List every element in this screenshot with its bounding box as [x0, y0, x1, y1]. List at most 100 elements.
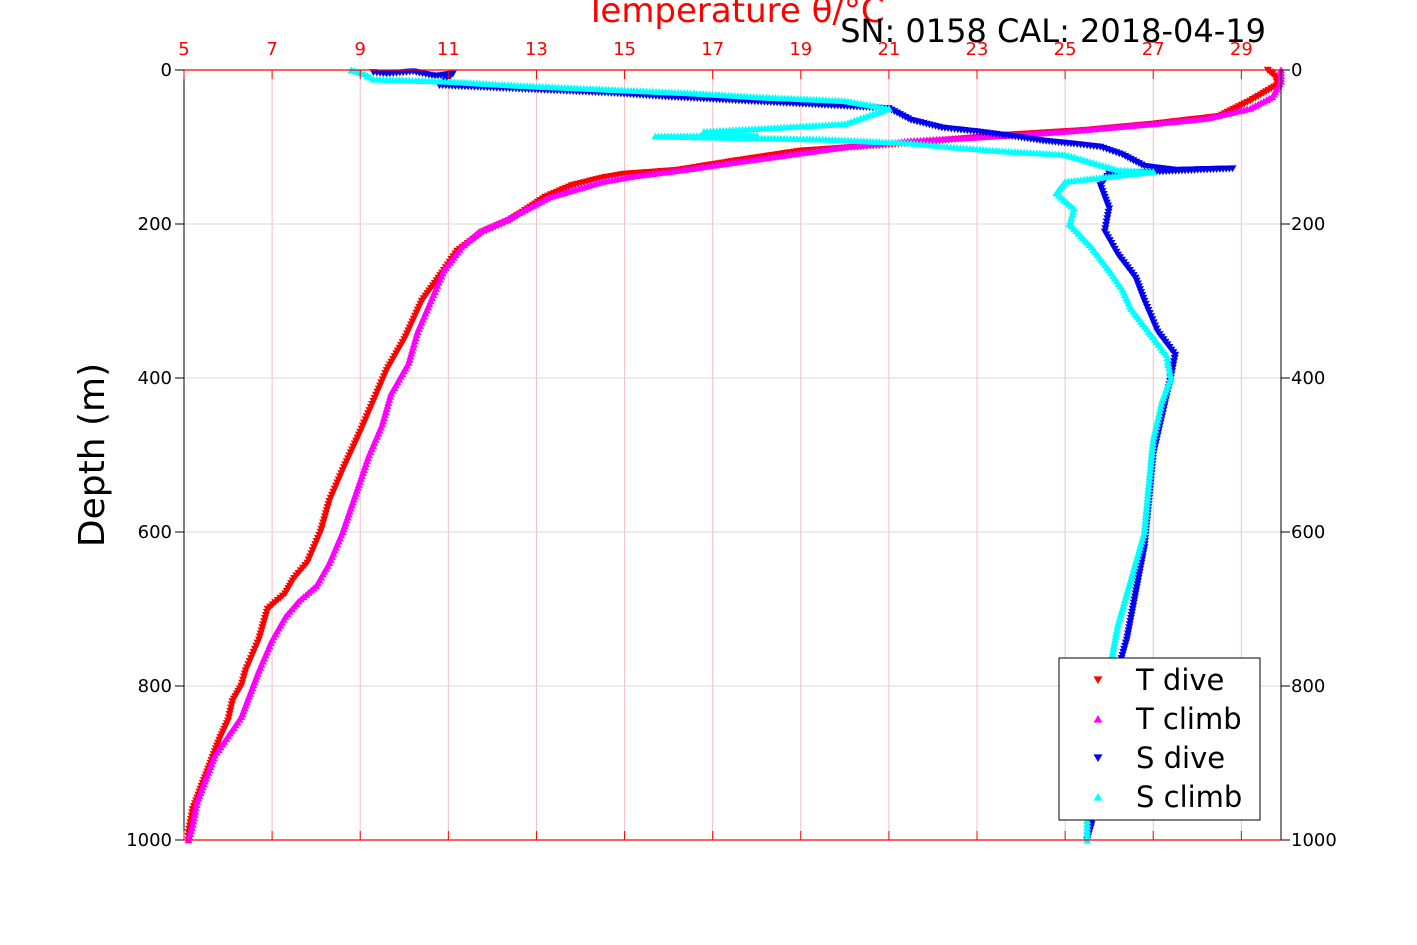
x-tick-label: 13	[525, 39, 548, 60]
legend-label: T dive	[1135, 663, 1224, 697]
data-point	[193, 797, 202, 805]
data-point	[1149, 432, 1158, 440]
data-point	[1143, 491, 1152, 499]
data-point	[1112, 630, 1121, 637]
y-tick-label-right: 0	[1291, 60, 1302, 81]
data-point	[1155, 407, 1164, 414]
data-point	[1163, 354, 1172, 362]
y-tick-label-left: 1000	[126, 830, 172, 851]
data-series	[184, 66, 1285, 844]
y-tick-label-right: 400	[1291, 368, 1325, 389]
data-point	[190, 814, 199, 822]
x-tick-label: 21	[877, 39, 900, 60]
data-point	[1165, 367, 1174, 375]
data-point	[1141, 519, 1150, 526]
y-tick-label-left: 600	[138, 522, 172, 543]
y-axis-label: Depth (m)	[72, 363, 113, 547]
y-tick-label-right: 200	[1291, 214, 1325, 235]
data-point	[1145, 476, 1154, 483]
x-tick-label: 17	[701, 39, 724, 60]
axes: 5 7 9 11 13 15 17 19 21 23 25 27 29 0 0 200 200 400 400 600…	[126, 39, 1337, 851]
data-point	[1146, 466, 1155, 474]
data-point	[189, 817, 198, 825]
data-point	[1145, 472, 1154, 480]
chart-subtitle: SN: 0158 CAL: 2018-04-19	[840, 12, 1266, 50]
data-point	[1109, 642, 1118, 650]
legend-marker	[1093, 676, 1103, 685]
data-point	[1148, 439, 1157, 446]
data-point	[1157, 400, 1166, 408]
y-tick-label-right: 600	[1291, 522, 1325, 543]
data-point	[1154, 413, 1163, 421]
data-point	[1152, 423, 1161, 430]
data-point	[1111, 636, 1120, 643]
data-point	[1146, 460, 1155, 468]
data-point	[1142, 503, 1151, 511]
data-point	[1163, 357, 1172, 365]
data-point	[1164, 364, 1173, 372]
data-point	[1140, 525, 1149, 533]
data-point	[1147, 457, 1156, 465]
x-tick-label: 11	[437, 39, 460, 60]
data-point	[1158, 397, 1167, 405]
x-tick-label: 15	[613, 39, 636, 60]
data-point	[1141, 522, 1150, 530]
legend-label: S dive	[1136, 741, 1225, 775]
data-point	[1144, 485, 1153, 493]
data-point	[1150, 429, 1159, 437]
legend: T dive T climb S dive S climb	[1058, 657, 1261, 821]
y-tick-label-left: 200	[138, 214, 172, 235]
x-tick-label: 23	[966, 39, 989, 60]
data-point	[1148, 448, 1157, 456]
y-tick-label-right: 800	[1291, 676, 1325, 697]
x-tick-label: 9	[354, 39, 365, 60]
data-point	[1108, 648, 1117, 656]
y-tick-label-right: 1000	[1291, 830, 1337, 851]
legend-box	[1058, 657, 1261, 821]
data-point	[1155, 410, 1164, 418]
y-tick-label-left: 800	[138, 676, 172, 697]
data-point	[1272, 74, 1281, 82]
x-tick-label: 7	[266, 39, 277, 60]
data-point	[191, 807, 200, 815]
data-point	[1164, 361, 1173, 368]
y-tick-label-left: 400	[138, 368, 172, 389]
x-tick-label: 29	[1230, 39, 1253, 60]
data-point	[1145, 479, 1154, 486]
data-point	[1146, 463, 1155, 471]
data-point	[1143, 494, 1152, 502]
data-point	[1156, 403, 1165, 411]
data-point	[1143, 497, 1152, 505]
data-point	[1143, 500, 1152, 508]
data-point	[1149, 436, 1158, 443]
data-point	[1162, 351, 1171, 359]
data-point	[1147, 454, 1156, 462]
data-point	[1109, 645, 1118, 653]
data-point	[1153, 416, 1162, 424]
legend-marker	[1093, 792, 1103, 801]
legend-label: T climb	[1135, 702, 1242, 736]
chart-title: Temperature θ/°C	[584, 0, 884, 31]
data-point	[1148, 442, 1157, 449]
y-tick-label-left: 0	[161, 60, 172, 81]
x-tick-label: 5	[178, 39, 189, 60]
legend-marker	[1093, 714, 1103, 723]
data-point	[1144, 488, 1153, 496]
x-tick-label: 19	[789, 39, 812, 60]
data-point	[190, 811, 199, 818]
data-point	[1111, 633, 1120, 640]
series-s-climb	[347, 66, 1175, 844]
data-point	[1146, 469, 1155, 477]
data-point	[1141, 516, 1150, 523]
data-point	[1113, 623, 1122, 631]
data-point	[1151, 426, 1160, 434]
legend-marker	[1093, 754, 1103, 763]
x-tick-label: 27	[1142, 39, 1165, 60]
data-point	[1148, 445, 1157, 453]
data-point	[1113, 620, 1122, 628]
data-point	[1147, 451, 1156, 459]
data-point	[1110, 639, 1119, 647]
data-point	[192, 801, 201, 808]
data-point	[1108, 651, 1117, 659]
